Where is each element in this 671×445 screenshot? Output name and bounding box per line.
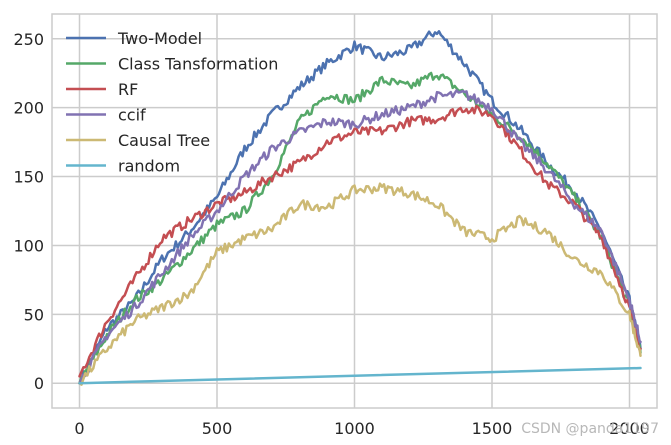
- legend: Two-Model Class Tansformation RF ccif Causal…: [66, 29, 278, 176]
- legend-label: Class Tansformation: [118, 55, 278, 74]
- series-line-class-tansformation: [78, 71, 642, 385]
- legend-label: random: [118, 157, 180, 176]
- series-line-rf: [78, 104, 642, 378]
- series-line-causal-tree: [78, 182, 642, 386]
- y-tick-label: 50: [24, 305, 44, 324]
- series-line-random: [78, 366, 642, 385]
- y-tick-labels: 0 50 100 150 200 250: [13, 30, 44, 393]
- x-tick-labels: 0 500 1000 1500 2000: [74, 419, 649, 438]
- legend-label: Two-Model: [117, 29, 202, 48]
- x-tick-label: 500: [202, 419, 233, 438]
- x-tick-label: 1500: [472, 419, 513, 438]
- grid: [52, 14, 657, 408]
- y-tick-label: 200: [13, 99, 44, 118]
- series-lines: [78, 30, 642, 386]
- x-tick-label: 1000: [334, 419, 375, 438]
- watermark: CSDN @panda1197: [521, 421, 659, 437]
- y-tick-label: 100: [13, 236, 44, 255]
- legend-label: RF: [118, 80, 138, 99]
- series-line-ccif: [78, 89, 642, 385]
- x-tick-label: 2000: [609, 419, 650, 438]
- legend-label: ccif: [118, 106, 146, 125]
- x-tick-label: 0: [74, 419, 84, 438]
- y-tick-label: 150: [13, 168, 44, 187]
- legend-label: Causal Tree: [118, 131, 210, 150]
- y-tick-label: 0: [34, 374, 44, 393]
- y-tick-label: 250: [13, 30, 44, 49]
